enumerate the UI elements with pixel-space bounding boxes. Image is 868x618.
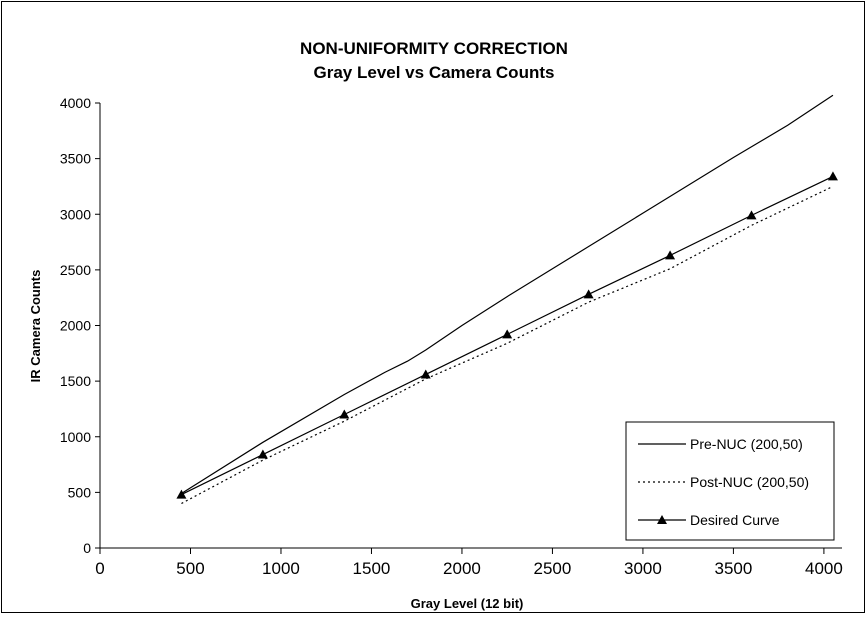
legend: Pre-NUC (200,50) Post-NUC (200,50) Desired…	[625, 421, 835, 541]
series-point-3	[339, 409, 350, 419]
y-tick-label: 2000	[60, 318, 91, 334]
y-tick-label: 3000	[60, 206, 91, 222]
x-tick-label: 3500	[715, 559, 753, 578]
legend-label-1: Pre-NUC (200,50)	[690, 436, 803, 452]
y-tick-label: 2500	[60, 262, 91, 278]
series-line-1	[181, 94, 834, 494]
y-tick-label: 3500	[60, 151, 91, 167]
legend-marker-3	[657, 515, 667, 524]
y-tick-label: 1500	[60, 373, 91, 389]
series-point-3	[176, 489, 187, 499]
x-tick-label: 3000	[624, 559, 662, 578]
series-point-3	[746, 210, 757, 220]
legend-label-2: Post-NUC (200,50)	[690, 474, 809, 490]
series-point-3	[665, 250, 676, 260]
x-axis-label: Gray Level (12 bit)	[411, 596, 524, 611]
legend-label-3: Desired Curve	[690, 512, 780, 528]
y-tick-label: 500	[68, 484, 92, 500]
plot-area: 0 500 1000 1500 2000 2500 3000 3500 4000 0 500 1000…	[60, 94, 843, 578]
series-point-3	[583, 289, 594, 299]
x-tick-label: 4000	[805, 559, 843, 578]
x-tick-label: 0	[95, 559, 104, 578]
x-tick-label: 500	[176, 559, 204, 578]
x-tick-label: 1500	[353, 559, 391, 578]
y-tick-label: 4000	[60, 95, 91, 111]
chart-title: NON-UNIFORMITY CORRECTION	[300, 39, 568, 58]
y-tick-label: 0	[83, 540, 91, 556]
x-tick-label: 1000	[262, 559, 300, 578]
series-point-3	[257, 449, 268, 459]
y-tick-label: 1000	[60, 429, 91, 445]
series-point-3	[827, 171, 838, 181]
series-point-3	[502, 329, 513, 339]
chart-subtitle: Gray Level vs Camera Counts	[314, 63, 555, 82]
x-tick-label: 2500	[534, 559, 572, 578]
y-axis-label: IR Camera Counts	[28, 270, 43, 383]
x-tick-label: 2000	[443, 559, 481, 578]
series-point-3	[420, 369, 431, 379]
